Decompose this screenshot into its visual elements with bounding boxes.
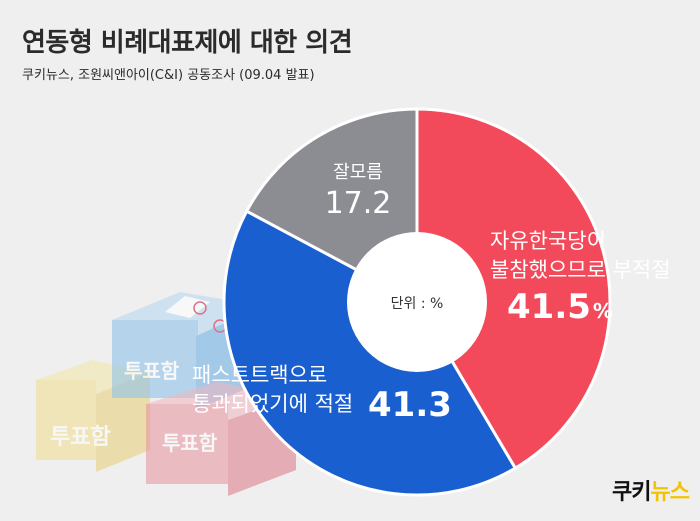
slice-label-3: 잘모름	[333, 162, 383, 183]
ballot-box-label: 투표함	[124, 359, 180, 383]
ballot-box-label: 투표함	[162, 431, 218, 455]
slice-label-1-line1: 자유한국당이	[490, 229, 606, 253]
slice-label-1-line2: 불참했으므로 부적절	[490, 258, 671, 282]
kukinews-logo: 쿠키뉴스	[612, 474, 690, 506]
slice-value-1-unit: %	[593, 299, 613, 323]
slice-value-3: 17.2	[325, 186, 392, 221]
slice-value-1-number: 41.5	[507, 287, 591, 327]
logo-part2: 뉴스	[650, 480, 689, 505]
slice-value-2: 41.3	[368, 385, 452, 425]
source-subtitle: 쿠키뉴스, 조원씨앤아이(C&I) 공동조사 (09.04 발표)	[22, 68, 315, 83]
ballot-box-label: 투표함	[50, 425, 111, 450]
donut-hole	[347, 232, 487, 372]
slice-value-1: 41.5%	[507, 287, 613, 327]
ballot-box-yellow: 투표함	[36, 360, 150, 472]
pie-slice-1	[415, 107, 612, 471]
slice-label-2-line1: 패스트트랙으로	[192, 363, 327, 387]
center-unit-label: 단위 : %	[391, 296, 444, 312]
logo-part1: 쿠키	[612, 480, 651, 505]
slice-label-2-line2: 통과되었기에 적절	[192, 392, 353, 416]
chart-title: 연동형 비례대표제에 대한 의견	[22, 28, 353, 58]
